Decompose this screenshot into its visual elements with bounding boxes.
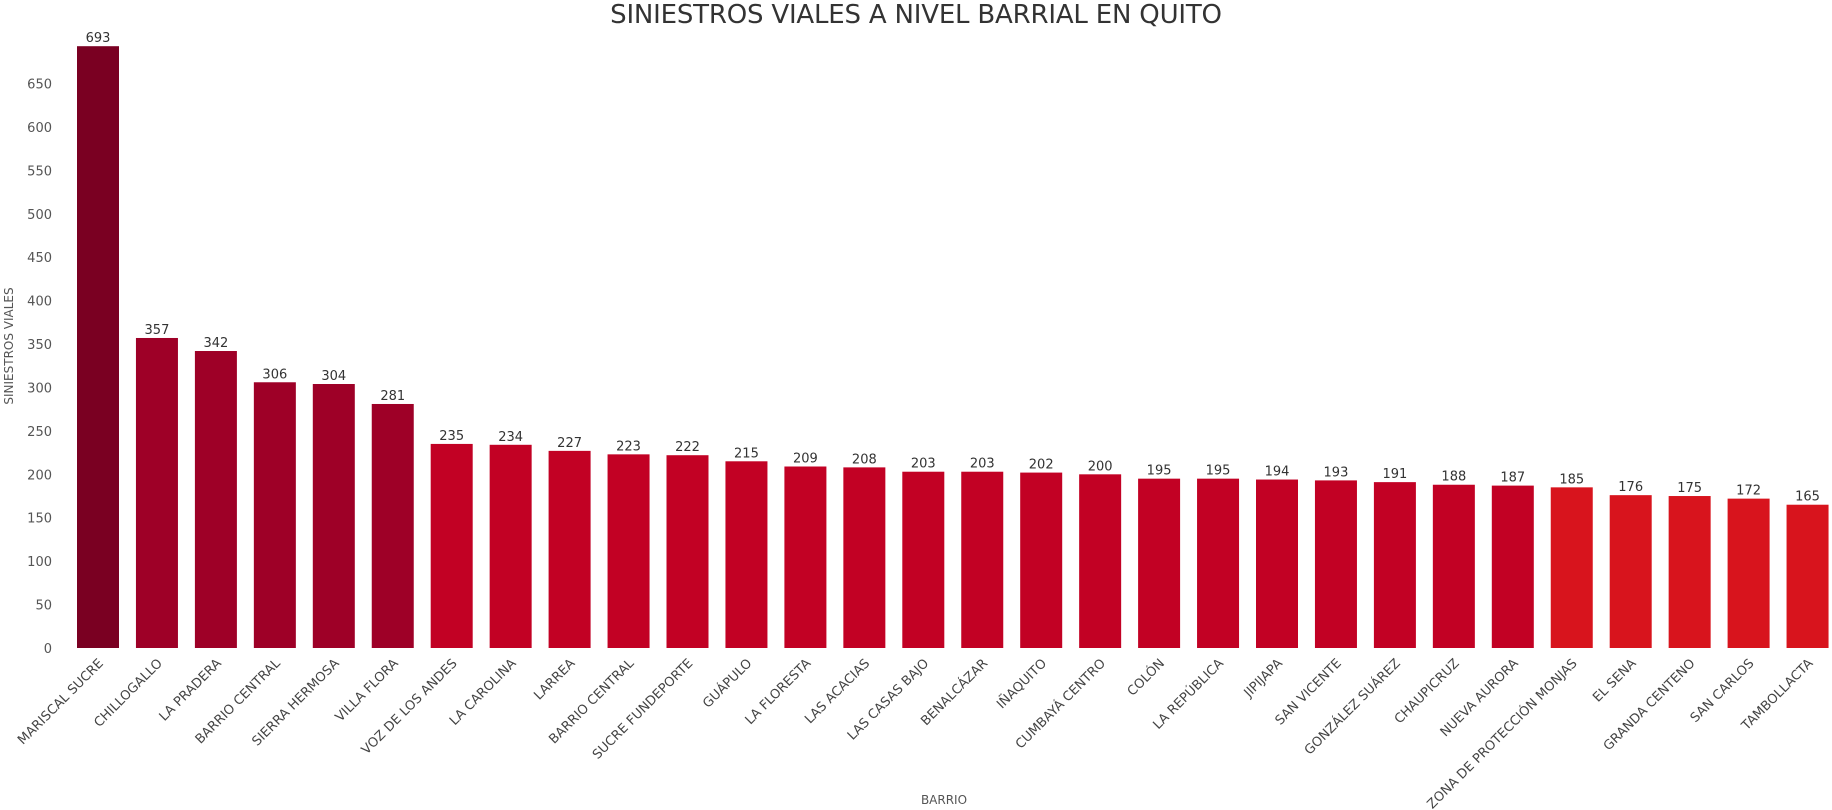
chart-title: SINIESTROS VIALES A NIVEL BARRIAL EN QUI… — [610, 0, 1222, 30]
bars-group — [77, 46, 1829, 649]
y-tick-label: 250 — [27, 425, 52, 440]
bar-value-label: 176 — [1618, 480, 1643, 495]
bar-value-label: 200 — [1088, 459, 1113, 474]
y-axis-title: SINIESTROS VIALES — [2, 287, 16, 404]
bar — [1079, 474, 1122, 648]
bar-value-label: 175 — [1677, 481, 1702, 496]
bar — [1491, 485, 1534, 648]
bar-value-label: 222 — [675, 440, 700, 455]
bar — [666, 455, 709, 648]
bar — [1432, 484, 1475, 648]
x-tick-label: MARISCAL SUCRE — [15, 656, 107, 748]
bar-value-label: 227 — [557, 436, 582, 451]
bar — [1373, 482, 1416, 648]
y-tick-label: 650 — [27, 78, 52, 93]
bar-value-label: 185 — [1559, 472, 1584, 487]
bar — [194, 351, 237, 648]
bar — [135, 337, 178, 648]
bar — [902, 471, 945, 648]
bar — [1786, 504, 1829, 648]
bar — [1314, 480, 1357, 648]
bar-value-label: 234 — [498, 430, 523, 445]
x-tick-label: EL SENA — [1590, 656, 1639, 705]
x-axis-title: BARRIO — [921, 793, 967, 807]
bar-value-label: 203 — [911, 457, 936, 472]
bar-value-label: 281 — [380, 389, 405, 404]
y-tick-label: 300 — [27, 381, 52, 396]
bar — [1727, 498, 1770, 648]
bar — [253, 382, 296, 648]
bar — [1550, 487, 1593, 648]
bar-value-label: 693 — [86, 31, 111, 46]
bar-value-label: 165 — [1795, 490, 1820, 505]
bar-value-label: 202 — [1029, 458, 1054, 473]
bar-value-label: 191 — [1382, 467, 1407, 482]
y-tick-label: 500 — [27, 208, 52, 223]
y-tick-label: 550 — [27, 164, 52, 179]
data-labels-group: 693 357 342 306 304 281 235 234 227 223 222 215 209 2… — [86, 31, 1820, 505]
bar — [1020, 472, 1063, 648]
y-axis-ticks: 0 50 100 150 200 250 300 350 400 450 500 550 600 650 — [27, 78, 52, 657]
y-tick-label: 150 — [27, 512, 52, 527]
bar — [607, 454, 650, 648]
bar-value-label: 172 — [1736, 484, 1761, 499]
bar-value-label: 209 — [793, 452, 818, 467]
x-tick-label: GUÁPULO — [700, 656, 756, 712]
bar-value-label: 203 — [970, 457, 995, 472]
bar — [1197, 478, 1240, 648]
y-tick-label: 600 — [27, 121, 52, 136]
bar — [784, 466, 827, 648]
bar-value-label: 235 — [439, 429, 464, 444]
bar-value-label: 208 — [852, 452, 877, 467]
bar — [1138, 478, 1181, 648]
bar-value-label: 304 — [321, 369, 346, 384]
bar — [371, 403, 414, 648]
bar-value-label: 193 — [1324, 465, 1349, 480]
bar — [1609, 495, 1652, 648]
bar-value-label: 215 — [734, 446, 759, 461]
bar-value-label: 187 — [1500, 471, 1525, 486]
x-tick-label: IÑAQUITO — [993, 656, 1050, 713]
bar-value-label: 306 — [262, 367, 287, 382]
bar-value-label: 223 — [616, 439, 641, 454]
bar — [312, 384, 355, 648]
x-tick-label: VOZ DE LOS ANDES — [359, 656, 461, 758]
bar — [1668, 496, 1711, 648]
y-tick-label: 350 — [27, 338, 52, 353]
bar — [489, 444, 532, 648]
bar-value-label: 342 — [203, 336, 228, 351]
bar — [430, 443, 473, 648]
y-tick-label: 0 — [44, 642, 52, 657]
x-tick-label: GONZÁLEZ SUÁREZ — [1301, 655, 1404, 758]
x-tick-label: JIPIJAPA — [1241, 656, 1286, 701]
y-tick-label: 450 — [27, 251, 52, 266]
y-tick-label: 200 — [27, 468, 52, 483]
bar — [725, 461, 768, 648]
bar-value-label: 188 — [1441, 470, 1466, 485]
bar-value-label: 195 — [1206, 464, 1231, 479]
bar — [548, 450, 591, 648]
bar — [1256, 479, 1298, 648]
bar — [843, 467, 886, 648]
y-tick-label: 400 — [27, 295, 52, 310]
x-tick-label: SUCRE FUNDEPORTE — [590, 656, 696, 762]
bar — [961, 471, 1004, 648]
bar — [77, 46, 119, 649]
x-tick-label: COLÓN — [1124, 656, 1168, 700]
y-tick-label: 100 — [27, 555, 52, 570]
y-tick-label: 50 — [35, 599, 52, 614]
bar-value-label: 357 — [145, 323, 170, 338]
bar-value-label: 195 — [1147, 464, 1172, 479]
bar-value-label: 194 — [1265, 465, 1290, 480]
x-tick-label: LARREA — [531, 656, 578, 703]
